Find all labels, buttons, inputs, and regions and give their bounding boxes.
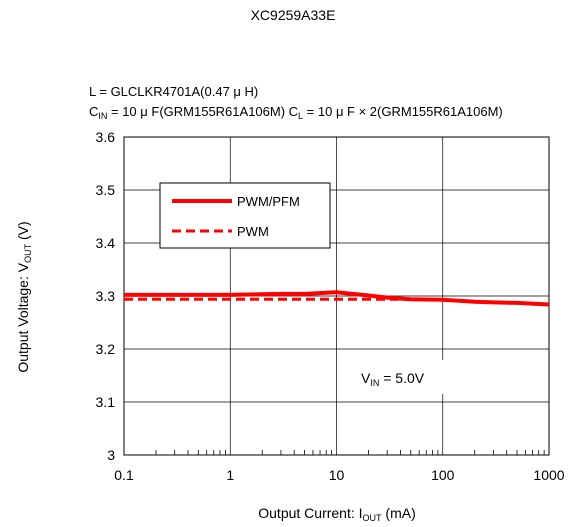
y-tick-labels: 3 3.1 3.2 3.3 3.4 3.5 3.6 [96,129,116,463]
vin-annotation-suffix: = 5.0V [379,370,424,386]
x-tick-label: 0.1 [114,467,134,483]
conditions-line-2-suffix: = 10 μ F × 2(GRM155R61A106M) [303,104,503,119]
x-axis-label-suffix: (mA) [382,505,416,521]
y-axis-label-suffix: (V) [15,221,31,244]
y-tick-label: 3.6 [96,129,116,145]
x-axis-label-sub: OUT [363,513,383,523]
legend: PWM/PFM PWM [159,182,331,249]
y-tick-label: 3.4 [96,235,116,251]
y-tick-label: 3.2 [96,341,116,357]
x-tick-labels: 0.1 1 10 100 1000 [114,467,565,483]
conditions-line-1: L = GLCLKR4701A(0.47 μ H) [89,84,258,99]
legend-label-pwm: PWM [237,224,269,239]
series-line-pwm-pfm [124,290,550,307]
x-tick-label: 100 [431,467,455,483]
legend-label-pwm-pfm: PWM/PFM [237,194,300,209]
y-tick-label: 3 [107,447,115,463]
y-tick-label: 3.3 [96,288,116,304]
minor-ticks [155,450,545,455]
series-layer [124,290,550,307]
conditions-line-2-sub-in: IN [98,111,107,121]
legend-box [159,182,331,249]
y-tick-label: 3.5 [96,182,116,198]
x-tick-label: 10 [329,467,345,483]
y-axis-label-prefix: Output Voltage: V [15,262,31,372]
x-axis-label: Output Current: IOUT (mA) [258,505,416,523]
vin-annotation: VIN = 5.0V [361,370,425,388]
vin-annotation-box: VIN = 5.0V [348,360,458,394]
y-axis-label-sub: OUT [23,243,33,263]
conditions-line-2-mid: = 10 μ F(GRM155R61A106M) C [107,104,298,119]
conditions-line-2-sub-l: L [298,111,303,121]
vin-annotation-prefix: V [361,370,371,386]
vin-annotation-sub: IN [370,378,379,388]
chart-title: XC9259A33E [251,7,336,23]
y-tick-label: 3.1 [96,394,116,410]
conditions-line-2-prefix: C [89,104,98,119]
conditions-line-2: CIN = 10 μ F(GRM155R61A106M) CL = 10 μ F… [89,104,503,121]
x-tick-label: 1 [226,467,234,483]
x-axis-label-prefix: Output Current: I [258,505,362,521]
x-tick-label: 1000 [533,467,564,483]
y-axis-label: Output Voltage: VOUT (V) [15,221,33,372]
